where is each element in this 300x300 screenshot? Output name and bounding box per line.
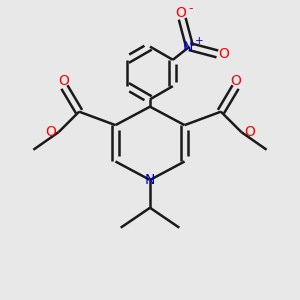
- Text: -: -: [188, 2, 193, 15]
- Text: O: O: [175, 7, 186, 20]
- Text: O: O: [218, 47, 229, 61]
- Text: N: N: [183, 40, 193, 54]
- Text: N: N: [145, 173, 155, 187]
- Text: O: O: [244, 125, 255, 139]
- Text: O: O: [231, 74, 242, 88]
- Text: O: O: [45, 125, 56, 139]
- Text: O: O: [58, 74, 69, 88]
- Text: +: +: [195, 36, 203, 46]
